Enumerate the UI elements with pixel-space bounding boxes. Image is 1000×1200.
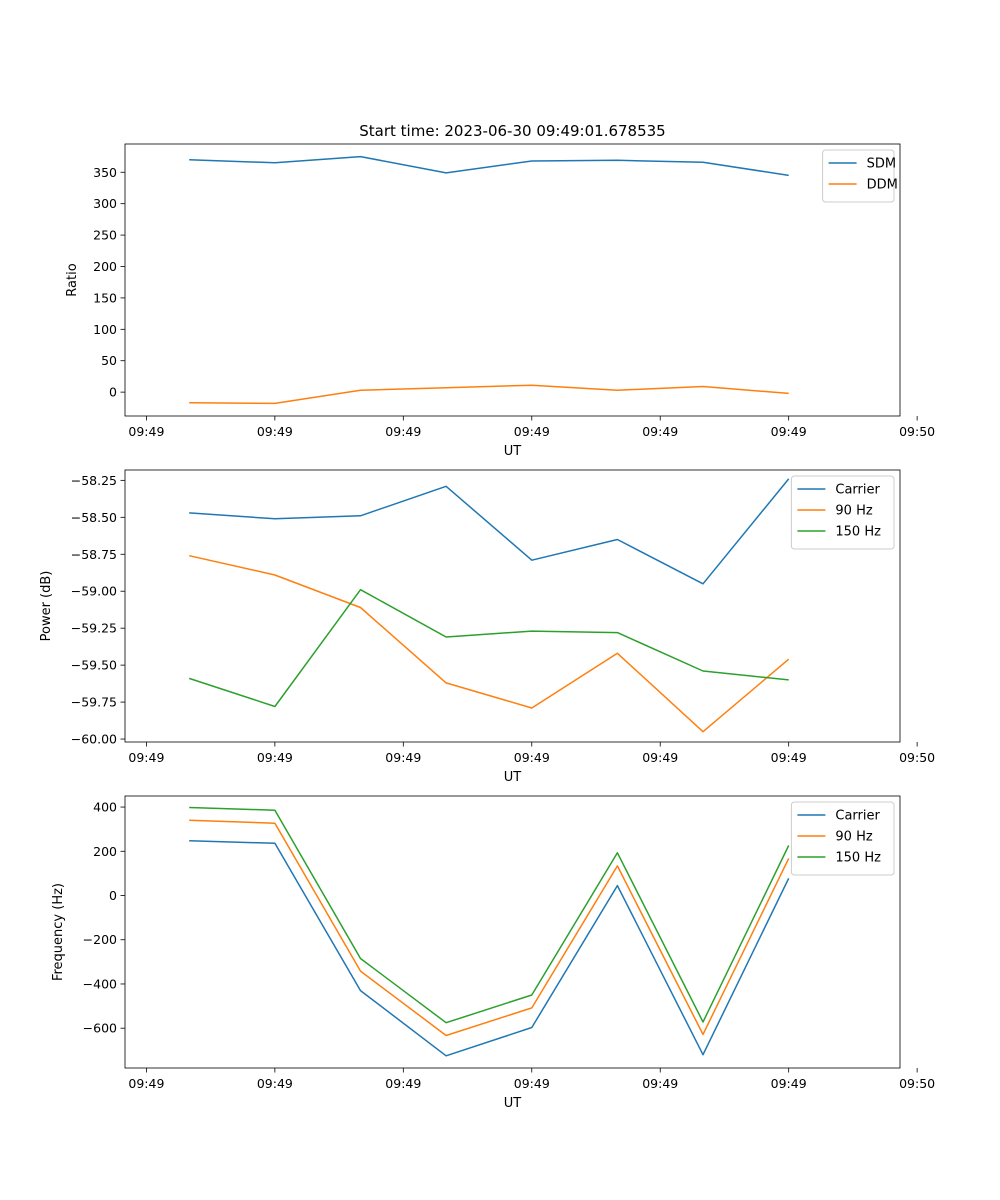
chart-panel-1: 09:49 09:49 09:49 09:49 09:49 09:49 09:50 0 50 10… xyxy=(65,143,935,459)
x-tick-label: 09:49 xyxy=(128,750,164,765)
series-group xyxy=(188,478,790,733)
x-tick-label: 09:50 xyxy=(899,750,935,765)
series-group xyxy=(189,155,789,405)
y-tick-label: −400 xyxy=(83,976,117,991)
y-tick-label: −600 xyxy=(83,1021,117,1036)
legend: Carrier 90 Hz 150 Hz xyxy=(790,801,895,876)
legend-label: 150 Hz xyxy=(835,851,881,866)
chart-panel-2: 09:49 09:49 09:49 09:49 09:49 09:49 09:50 −60.0… xyxy=(39,469,935,785)
x-axis-label: UT xyxy=(504,444,522,459)
x-tick-label: 09:49 xyxy=(514,750,550,765)
y-tick-label: 200 xyxy=(93,259,117,274)
x-axis-label: UT xyxy=(504,1096,522,1111)
x-tick-label: 09:49 xyxy=(771,424,807,439)
y-tick-label: 350 xyxy=(93,165,117,180)
legend-label: DDM xyxy=(867,178,898,193)
series-line-carrier xyxy=(189,839,790,1057)
series-line-90-hz xyxy=(189,554,790,733)
legend: SDM DDM xyxy=(822,149,898,203)
y-tick-label: 0 xyxy=(109,888,117,903)
x-tick-label: 09:49 xyxy=(257,750,293,765)
legend-label: 150 Hz xyxy=(835,525,881,540)
y-tick-label: −60.00 xyxy=(71,732,117,747)
y-tick-label: −59.00 xyxy=(71,584,117,599)
y-tick-label: −59.50 xyxy=(71,658,117,673)
chart-panel-3: 09:49 09:49 09:49 09:49 09:49 09:49 09:50 −600 −… xyxy=(51,795,935,1111)
y-axis-label: Frequency (Hz) xyxy=(51,883,66,981)
x-tick-label: 09:49 xyxy=(642,1076,678,1091)
y-tick-label: 50 xyxy=(101,353,117,368)
x-tick-label: 09:49 xyxy=(385,1076,421,1091)
y-tick-label: 0 xyxy=(109,385,117,400)
x-tick-label: 09:49 xyxy=(385,424,421,439)
legend-label: Carrier xyxy=(835,483,880,498)
y-tick-label: 400 xyxy=(93,800,117,815)
x-tick-label: 09:50 xyxy=(899,424,935,439)
x-tick-label: 09:49 xyxy=(514,424,550,439)
x-tick-label: 09:49 xyxy=(128,1076,164,1091)
x-tick-label: 09:49 xyxy=(642,424,678,439)
legend-label: 90 Hz xyxy=(835,830,872,845)
y-tick-label: −59.75 xyxy=(71,695,117,710)
x-tick-label: 09:49 xyxy=(385,750,421,765)
axes-frame xyxy=(124,143,901,417)
y-axis-label: Ratio xyxy=(65,263,80,296)
y-tick-label: 100 xyxy=(93,322,117,337)
x-tick-label: 09:49 xyxy=(257,1076,293,1091)
x-tick-label: 09:50 xyxy=(899,1076,935,1091)
x-tick-label: 09:49 xyxy=(257,424,293,439)
legend-label: 90 Hz xyxy=(835,504,872,519)
y-tick-label: −200 xyxy=(83,932,117,947)
series-line-150-hz xyxy=(189,806,790,1024)
x-tick-label: 09:49 xyxy=(642,750,678,765)
legend-label: Carrier xyxy=(835,809,880,824)
series-line-ddm xyxy=(189,384,789,405)
y-tick-label: −58.75 xyxy=(71,547,117,562)
x-tick-label: 09:49 xyxy=(771,750,807,765)
series-line-150-hz xyxy=(188,588,789,708)
series-group xyxy=(189,806,790,1057)
x-tick-label: 09:49 xyxy=(514,1076,550,1091)
panels: 09:49 09:49 09:49 09:49 09:49 09:49 09:50 0 50 10… xyxy=(39,143,935,1111)
series-line-90-hz xyxy=(189,819,790,1037)
axes-frame xyxy=(124,795,901,1069)
legend-label: SDM xyxy=(867,157,896,172)
axes-frame xyxy=(124,469,901,743)
x-axis-label: UT xyxy=(504,770,522,785)
y-tick-label: 150 xyxy=(93,290,117,305)
y-tick-label: −58.25 xyxy=(71,473,117,488)
series-line-sdm xyxy=(189,155,789,177)
y-tick-label: 300 xyxy=(93,196,117,211)
y-tick-label: 200 xyxy=(93,844,117,859)
y-tick-label: −58.50 xyxy=(71,510,117,525)
series-line-carrier xyxy=(189,478,790,585)
x-tick-label: 09:49 xyxy=(771,1076,807,1091)
figure-title: Start time: 2023-06-30 09:49:01.678535 xyxy=(359,122,665,140)
y-tick-label: 250 xyxy=(93,228,117,243)
y-tick-label: −59.25 xyxy=(71,621,117,636)
y-axis-label: Power (dB) xyxy=(39,571,54,642)
legend: Carrier 90 Hz 150 Hz xyxy=(790,475,895,550)
x-tick-label: 09:49 xyxy=(128,424,164,439)
